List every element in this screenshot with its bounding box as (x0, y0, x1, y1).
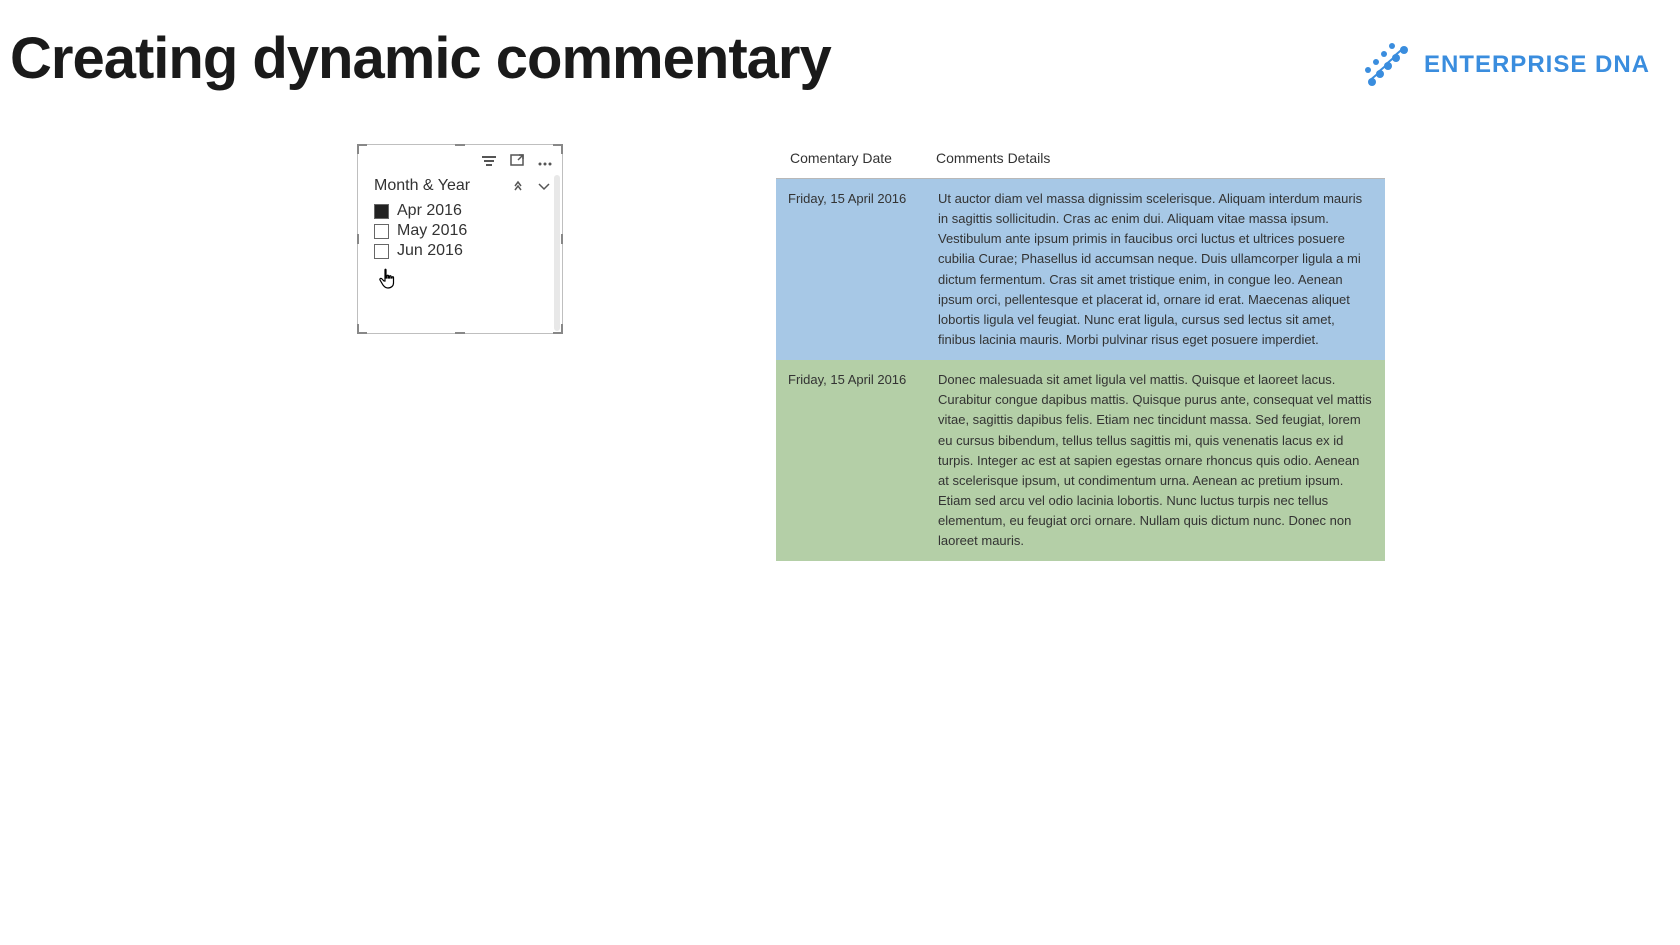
brand-logo: ENTERPRISE DNA (1358, 40, 1650, 90)
resize-handle[interactable] (561, 144, 563, 154)
resize-handle[interactable] (455, 144, 465, 146)
chevron-down-icon[interactable] (538, 179, 550, 194)
slicer-item-label: May 2016 (397, 222, 467, 240)
focus-mode-icon[interactable] (510, 153, 524, 169)
resize-handle[interactable] (561, 324, 563, 334)
checkbox-unchecked-icon[interactable] (374, 244, 389, 259)
slicer-item-label: Jun 2016 (397, 242, 463, 260)
table-row[interactable]: Friday, 15 April 2016 Donec malesuada si… (776, 360, 1385, 561)
filters-icon[interactable] (482, 153, 496, 169)
more-options-icon[interactable] (538, 153, 552, 169)
comments-table: Comentary Date Comments Details Friday, … (776, 144, 1385, 561)
resize-handle[interactable] (357, 144, 359, 154)
slicer-list: Apr 2016 May 2016 Jun 2016 (358, 201, 562, 261)
page-title: Creating dynamic commentary (10, 25, 831, 92)
month-year-slicer[interactable]: Month & Year Apr 2016 May 2016 Jun 2016 (357, 144, 563, 334)
column-header-details[interactable]: Comments Details (926, 144, 1385, 179)
checkbox-unchecked-icon[interactable] (374, 224, 389, 239)
brand-logo-text: ENTERPRISE DNA (1424, 51, 1650, 79)
resize-handle[interactable] (357, 324, 359, 334)
slicer-toolbar (358, 145, 562, 173)
slicer-item-may-2016[interactable]: May 2016 (374, 221, 554, 241)
clear-selections-icon[interactable] (512, 179, 524, 194)
slicer-item-jun-2016[interactable]: Jun 2016 (374, 241, 554, 261)
checkbox-checked-icon[interactable] (374, 204, 389, 219)
cursor-pointer-icon (378, 267, 398, 297)
cell-date: Friday, 15 April 2016 (776, 360, 926, 561)
slicer-header: Month & Year (358, 173, 562, 201)
dna-icon (1358, 40, 1410, 90)
resize-handle[interactable] (455, 332, 465, 334)
slicer-item-label: Apr 2016 (397, 202, 462, 220)
column-header-date[interactable]: Comentary Date (776, 144, 926, 179)
cell-details: Donec malesuada sit amet ligula vel matt… (926, 360, 1385, 561)
cell-date: Friday, 15 April 2016 (776, 179, 926, 361)
scrollbar[interactable] (554, 175, 560, 331)
table-row[interactable]: Friday, 15 April 2016 Ut auctor diam vel… (776, 179, 1385, 361)
table-header-row: Comentary Date Comments Details (776, 144, 1385, 179)
slicer-item-apr-2016[interactable]: Apr 2016 (374, 201, 554, 221)
slicer-header-label: Month & Year (374, 177, 470, 195)
cell-details: Ut auctor diam vel massa dignissim scele… (926, 179, 1385, 361)
